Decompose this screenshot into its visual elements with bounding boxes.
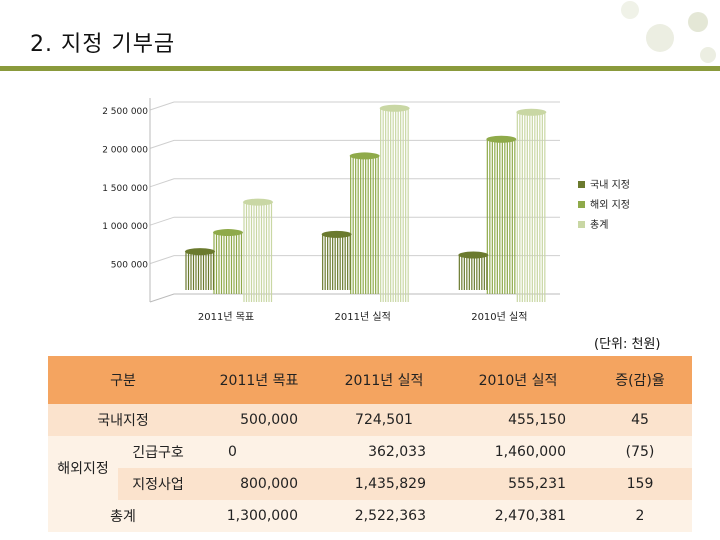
bar-cap (379, 104, 410, 112)
bar-cap (458, 251, 489, 259)
bar-cap (516, 108, 547, 116)
y-axis: 500 000 1 000 000 1 500 000 2 000 000 2 500 … (102, 107, 148, 271)
table-row: 지정사업 800,000 1,435,829 555,231 159 (48, 468, 692, 500)
legend-label: 해외 지정 (590, 198, 630, 211)
cell: 1,460,000 (448, 436, 588, 468)
row-group-label: 해외지정 (48, 436, 118, 500)
table-row: 해외지정 긴급구호 0 362,033 1,460,000 (75) (48, 436, 692, 500)
bar-cap (243, 198, 273, 206)
unit-label: (단위: 천원) (594, 337, 661, 352)
y-tick-label: 500 000 (111, 261, 148, 271)
bar-1-1 (350, 155, 379, 294)
legend-swatch (578, 221, 585, 228)
bar-0-0 (185, 251, 215, 290)
y-tick-label: 2 000 000 (102, 145, 148, 155)
table-row: 총계 1,300,000 2,522,363 2,470,381 2 (48, 500, 692, 532)
bar-1-2 (486, 139, 516, 294)
legend-label: 총계 (590, 219, 608, 231)
row-label: 총계 (48, 500, 198, 532)
chart-bars (185, 104, 547, 302)
header-change-rate: 증(감)율 (588, 356, 692, 404)
header-category: 구분 (48, 356, 198, 404)
cell: 362,033 (320, 436, 448, 468)
cell: 800,000 (198, 468, 320, 500)
cell: 455,150 (448, 404, 588, 436)
row-label: 긴급구호 (118, 436, 198, 468)
cell: 2,522,363 (320, 500, 448, 532)
cell: (75) (588, 436, 692, 468)
cell: 724,501 (320, 404, 448, 436)
cell: 0 (198, 436, 320, 468)
table-row: 국내지정 500,000 724,501 455,150 45 (48, 404, 692, 436)
bar-1-0 (213, 232, 243, 294)
row-label: 지정사업 (118, 468, 198, 500)
chart-grid (149, 98, 560, 303)
y-tick-label: 1 000 000 (102, 222, 148, 232)
table-header-row: 구분 2011년 목표 2011년 실적 2010년 실적 증(감)율 (48, 356, 692, 404)
header-2011-target: 2011년 목표 (198, 356, 320, 404)
bar-cap (349, 152, 380, 160)
bar-2-1 (380, 108, 409, 302)
page-title: 2. 지정 기부금 (30, 32, 176, 57)
decorative-circles (621, 1, 716, 63)
cell: 1,435,829 (320, 468, 448, 500)
legend-label: 국내 지정 (590, 179, 630, 191)
header-2010-actual: 2010년 실적 (448, 356, 588, 404)
gridline (149, 101, 560, 111)
cell: 1,300,000 (198, 500, 320, 532)
y-tick-label: 1 500 000 (102, 184, 148, 194)
bar-cap (213, 229, 243, 237)
title-underline (0, 66, 720, 71)
x-tick-label: 2010년 실적 (471, 311, 527, 323)
cell: 45 (588, 404, 692, 436)
bar-0-2 (458, 255, 488, 290)
cell: 500,000 (198, 404, 320, 436)
legend-swatch (578, 201, 585, 208)
cell: 2 (588, 500, 692, 532)
cell: 2,470,381 (448, 500, 588, 532)
donation-table: 구분 2011년 목표 2011년 실적 2010년 실적 증(감)율 국내지정… (48, 356, 692, 532)
y-tick-label: 2 500 000 (102, 107, 148, 117)
cell: 555,231 (448, 468, 588, 500)
chart-floor (149, 293, 560, 303)
gridline (149, 178, 560, 188)
bar-2-0 (243, 202, 273, 302)
gridline (149, 139, 560, 149)
row-label: 국내지정 (48, 404, 198, 436)
x-tick-label: 2011년 실적 (335, 311, 391, 323)
bar-cap (321, 230, 352, 238)
bar-2-2 (516, 112, 546, 302)
bar-cap (486, 135, 517, 143)
x-axis: 2011년 목표 2011년 실적 2010년 실적 (198, 311, 528, 323)
header-2011-actual: 2011년 실적 (320, 356, 448, 404)
cell: 159 (588, 468, 692, 500)
x-tick-label: 2011년 목표 (198, 311, 254, 323)
bar-0-1 (322, 234, 351, 290)
gridline (149, 216, 560, 226)
donation-chart: 500 000 1 000 000 1 500 000 2 000 000 2 500 … (102, 98, 630, 323)
gridline (149, 255, 560, 265)
bar-cap (185, 248, 215, 256)
legend-swatch (578, 181, 585, 188)
